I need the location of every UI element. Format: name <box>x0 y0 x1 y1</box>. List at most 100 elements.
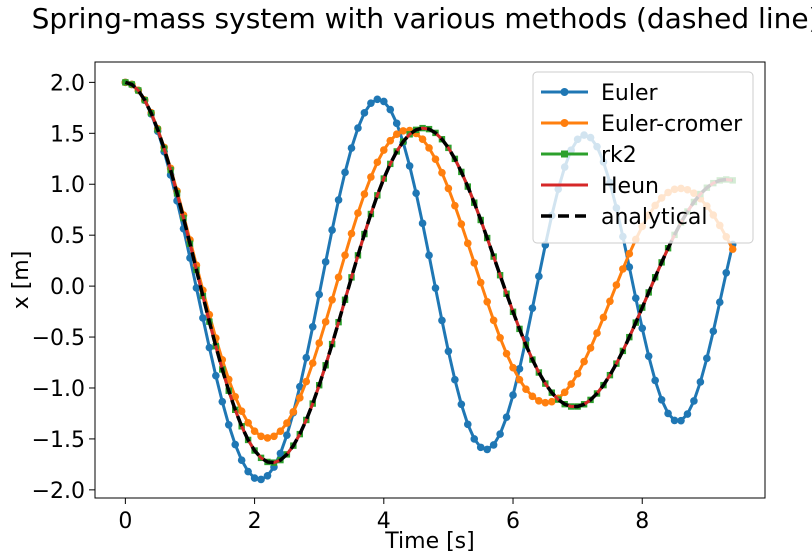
data-point <box>567 380 575 388</box>
data-point <box>696 378 705 386</box>
y-axis-ticks: −2.0 −1.5 −1.0 −0.5 0.0 0.5 1.0 1.5 2.0 <box>32 71 95 504</box>
data-point <box>308 322 317 331</box>
data-point <box>341 168 349 177</box>
data-point <box>444 184 453 193</box>
x-tick-label: 8 <box>635 509 649 534</box>
data-point <box>192 284 201 292</box>
data-point <box>237 407 246 416</box>
data-point <box>470 259 479 267</box>
data-point <box>347 229 356 238</box>
data-point <box>670 416 679 425</box>
data-point <box>625 249 634 258</box>
data-point <box>715 298 724 307</box>
data-point <box>463 420 472 429</box>
data-point <box>502 413 511 422</box>
legend-marker <box>560 119 569 127</box>
data-point <box>341 251 349 259</box>
legend: Euler Euler-cromer rk2 Heun analytical <box>532 71 754 244</box>
data-point <box>451 375 459 384</box>
data-point <box>231 392 240 401</box>
data-point <box>638 324 647 333</box>
y-tick-label: 0.0 <box>50 275 85 300</box>
y-tick-label: −2.0 <box>32 479 85 504</box>
data-point <box>476 443 485 452</box>
data-point <box>547 397 556 406</box>
y-tick-label: 0.5 <box>50 224 85 249</box>
data-point <box>250 474 259 482</box>
y-tick-label: 1.5 <box>50 122 85 147</box>
data-point <box>496 430 504 438</box>
data-point <box>270 432 278 441</box>
chart-title: Spring-mass system with various methods … <box>32 2 812 35</box>
data-point <box>418 219 427 228</box>
data-point <box>122 79 129 86</box>
data-point <box>412 189 420 198</box>
data-point <box>244 419 252 427</box>
data-point <box>360 190 369 198</box>
data-point <box>457 400 466 409</box>
data-point <box>457 220 466 228</box>
data-point <box>599 313 608 322</box>
data-point <box>709 327 718 336</box>
legend-box <box>532 71 754 244</box>
data-point <box>199 314 207 322</box>
data-point <box>321 258 330 266</box>
y-tick-label: −0.5 <box>32 326 85 351</box>
legend-label: analytical <box>601 205 707 230</box>
legend-item: Heun <box>541 174 659 199</box>
data-point <box>257 432 265 441</box>
data-point <box>489 316 498 325</box>
data-point <box>205 343 214 352</box>
data-point <box>373 158 382 167</box>
data-point <box>625 263 634 271</box>
series-analytical <box>124 80 733 465</box>
data-point <box>296 382 304 391</box>
data-point <box>483 445 491 454</box>
series-line <box>124 80 733 465</box>
data-point <box>244 467 252 476</box>
legend-item: Euler-cromer <box>541 112 743 137</box>
data-point <box>250 427 259 435</box>
data-point <box>438 168 446 177</box>
data-point <box>528 392 537 401</box>
data-point <box>276 427 285 435</box>
data-point <box>373 95 382 104</box>
data-point <box>231 440 240 449</box>
data-point <box>651 376 659 385</box>
data-point <box>586 344 595 352</box>
data-point <box>722 268 731 277</box>
data-point <box>315 290 323 299</box>
data-point <box>257 475 265 484</box>
data-point <box>612 281 621 289</box>
y-tick-label: −1.0 <box>32 377 85 402</box>
y-tick-label: 1.0 <box>50 173 85 198</box>
data-point <box>535 272 543 281</box>
data-point <box>431 284 440 292</box>
x-tick-label: 0 <box>118 509 132 534</box>
data-point <box>683 410 692 418</box>
data-point <box>392 130 401 139</box>
y-axis-label: x [m] <box>9 251 34 310</box>
legend-item: Euler <box>541 81 658 106</box>
data-point <box>644 352 653 360</box>
data-point <box>315 339 323 347</box>
data-point <box>496 333 504 342</box>
data-point <box>212 371 220 380</box>
data-point <box>367 99 375 107</box>
x-tick-label: 6 <box>506 509 520 534</box>
data-point <box>690 397 698 405</box>
data-point <box>657 395 666 404</box>
data-point <box>283 431 291 439</box>
data-point <box>502 349 511 358</box>
legend-label: Heun <box>601 174 659 199</box>
data-point <box>392 119 401 128</box>
y-tick-label: 2.0 <box>50 71 85 96</box>
data-point <box>380 146 388 154</box>
data-point <box>438 316 446 325</box>
data-point <box>263 434 272 442</box>
data-point <box>573 369 582 378</box>
data-point <box>560 388 569 397</box>
data-point <box>631 294 640 302</box>
x-axis-ticks: 0 2 4 6 8 <box>118 498 649 534</box>
